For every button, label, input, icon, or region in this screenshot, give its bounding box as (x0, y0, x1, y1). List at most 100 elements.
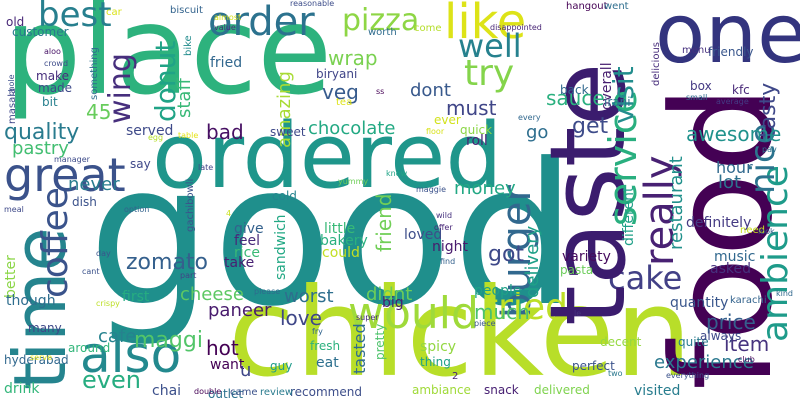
word-4: 4 (226, 209, 232, 218)
word-night: night (432, 239, 469, 255)
word-ordered: ordered (152, 104, 503, 209)
word-worst: worst (284, 286, 334, 307)
word-go: go (526, 122, 549, 143)
word-must: must (446, 96, 497, 120)
word-coffee: coffee (35, 187, 76, 298)
word-feel: feel (234, 233, 261, 249)
word-piece: piece (474, 319, 496, 328)
word-chole: chole (7, 74, 16, 96)
word-gachibowli: gachibowli (185, 178, 196, 232)
word-served: served (126, 123, 174, 139)
word-value: value (214, 23, 236, 32)
word-kind: kind (776, 289, 794, 298)
word-45: 45 (86, 100, 112, 124)
word-asked: asked (710, 261, 751, 277)
word-need: need (740, 225, 765, 236)
word-chocolate: chocolate (308, 118, 396, 139)
word-box: box (690, 79, 712, 93)
word-chai: chai (152, 383, 182, 399)
word-rice: rice (234, 245, 260, 261)
word-aloo: aloo (44, 47, 61, 56)
word-one: one (655, 0, 800, 82)
word-small: small (686, 93, 708, 102)
word-please: please (254, 287, 281, 296)
word-best: best (38, 0, 112, 35)
word-u: u (240, 360, 252, 381)
word-manager: manager (54, 155, 90, 164)
word-outlet: outlet (208, 387, 244, 400)
word-2: 2 (452, 371, 459, 382)
word-bit: bit (42, 95, 58, 109)
word-tasted: tasted (350, 323, 369, 374)
word-perfect: perfect (572, 359, 615, 373)
word-thing: thing (420, 355, 451, 369)
word-delivery: delivery (522, 225, 543, 298)
word-cheese: cheese (180, 284, 244, 305)
word-get: get (572, 114, 609, 139)
word-biryani: biryani (316, 67, 358, 81)
word-fresh: fresh (310, 339, 341, 353)
word-hangout: hangout (566, 1, 608, 12)
word-awesome: awesome (686, 122, 782, 146)
word-tried: tried (484, 287, 568, 328)
word-irani: irani (604, 95, 631, 109)
word-kfc: kfc (732, 83, 750, 97)
word-every: every (518, 113, 541, 122)
word-ever: ever (434, 113, 461, 127)
word-little: little (324, 221, 356, 237)
word-bike: bike (183, 35, 194, 56)
word-crowd: crowd (44, 59, 69, 68)
word-also: also (80, 326, 182, 384)
word-cant: cant (82, 267, 100, 276)
word-delivered: delivered (534, 383, 590, 397)
word-try: try (464, 53, 515, 94)
word-music: music (714, 249, 756, 265)
word-quick: quick (460, 123, 493, 137)
word-definitely: definitely (686, 215, 752, 231)
word-sandwich: sandwich (273, 214, 289, 280)
word-floor: floor (426, 127, 445, 136)
word-hyderabad: hyderabad (4, 353, 69, 367)
word-would: would (348, 288, 479, 339)
word-something: something (89, 47, 100, 100)
word-roll: roll (466, 133, 488, 149)
word-many: many (28, 321, 62, 335)
word-fried: fried (210, 55, 243, 71)
word-restaurant: restaurant (666, 156, 687, 250)
word-recommend: recommend (290, 385, 362, 399)
word-eat: eat (316, 355, 339, 371)
word-pizza: pizza (342, 3, 420, 38)
word-meal: meal (4, 205, 24, 214)
word-disappointed: disappointed (490, 23, 542, 32)
word-part: part (180, 271, 197, 280)
word-money: money (454, 178, 516, 199)
word-hour: hour (716, 158, 753, 177)
word-could: could (322, 245, 360, 261)
word-veg: veg (322, 80, 359, 104)
word-sauce: sauce (546, 86, 605, 110)
word-quantity: quantity (670, 295, 729, 311)
word-came: came (230, 387, 258, 398)
word-pastry: pastry (12, 138, 69, 159)
word-around: around (68, 341, 111, 355)
word-car: car (106, 7, 122, 18)
word-hot: hot (206, 336, 239, 360)
word-super: super (356, 313, 379, 322)
word-great: great (4, 148, 126, 202)
word-know: know (386, 169, 408, 178)
word-reasonable: reasonable (290, 0, 335, 8)
word-bakery: bakery (320, 233, 368, 249)
word-experience: experience (654, 352, 754, 373)
word-yummy: yummy (338, 177, 369, 186)
word-everything: everything (666, 371, 710, 380)
word-maggie: maggie (416, 185, 446, 194)
word-double: double (194, 387, 222, 396)
word-tea: tea (336, 97, 353, 108)
word-almost: almost (214, 13, 242, 22)
word-people: people (474, 283, 522, 299)
word-worth: worth (368, 27, 397, 38)
word-le: le (574, 309, 582, 318)
word-much: much (474, 300, 530, 324)
word-loved: loved (404, 227, 443, 243)
